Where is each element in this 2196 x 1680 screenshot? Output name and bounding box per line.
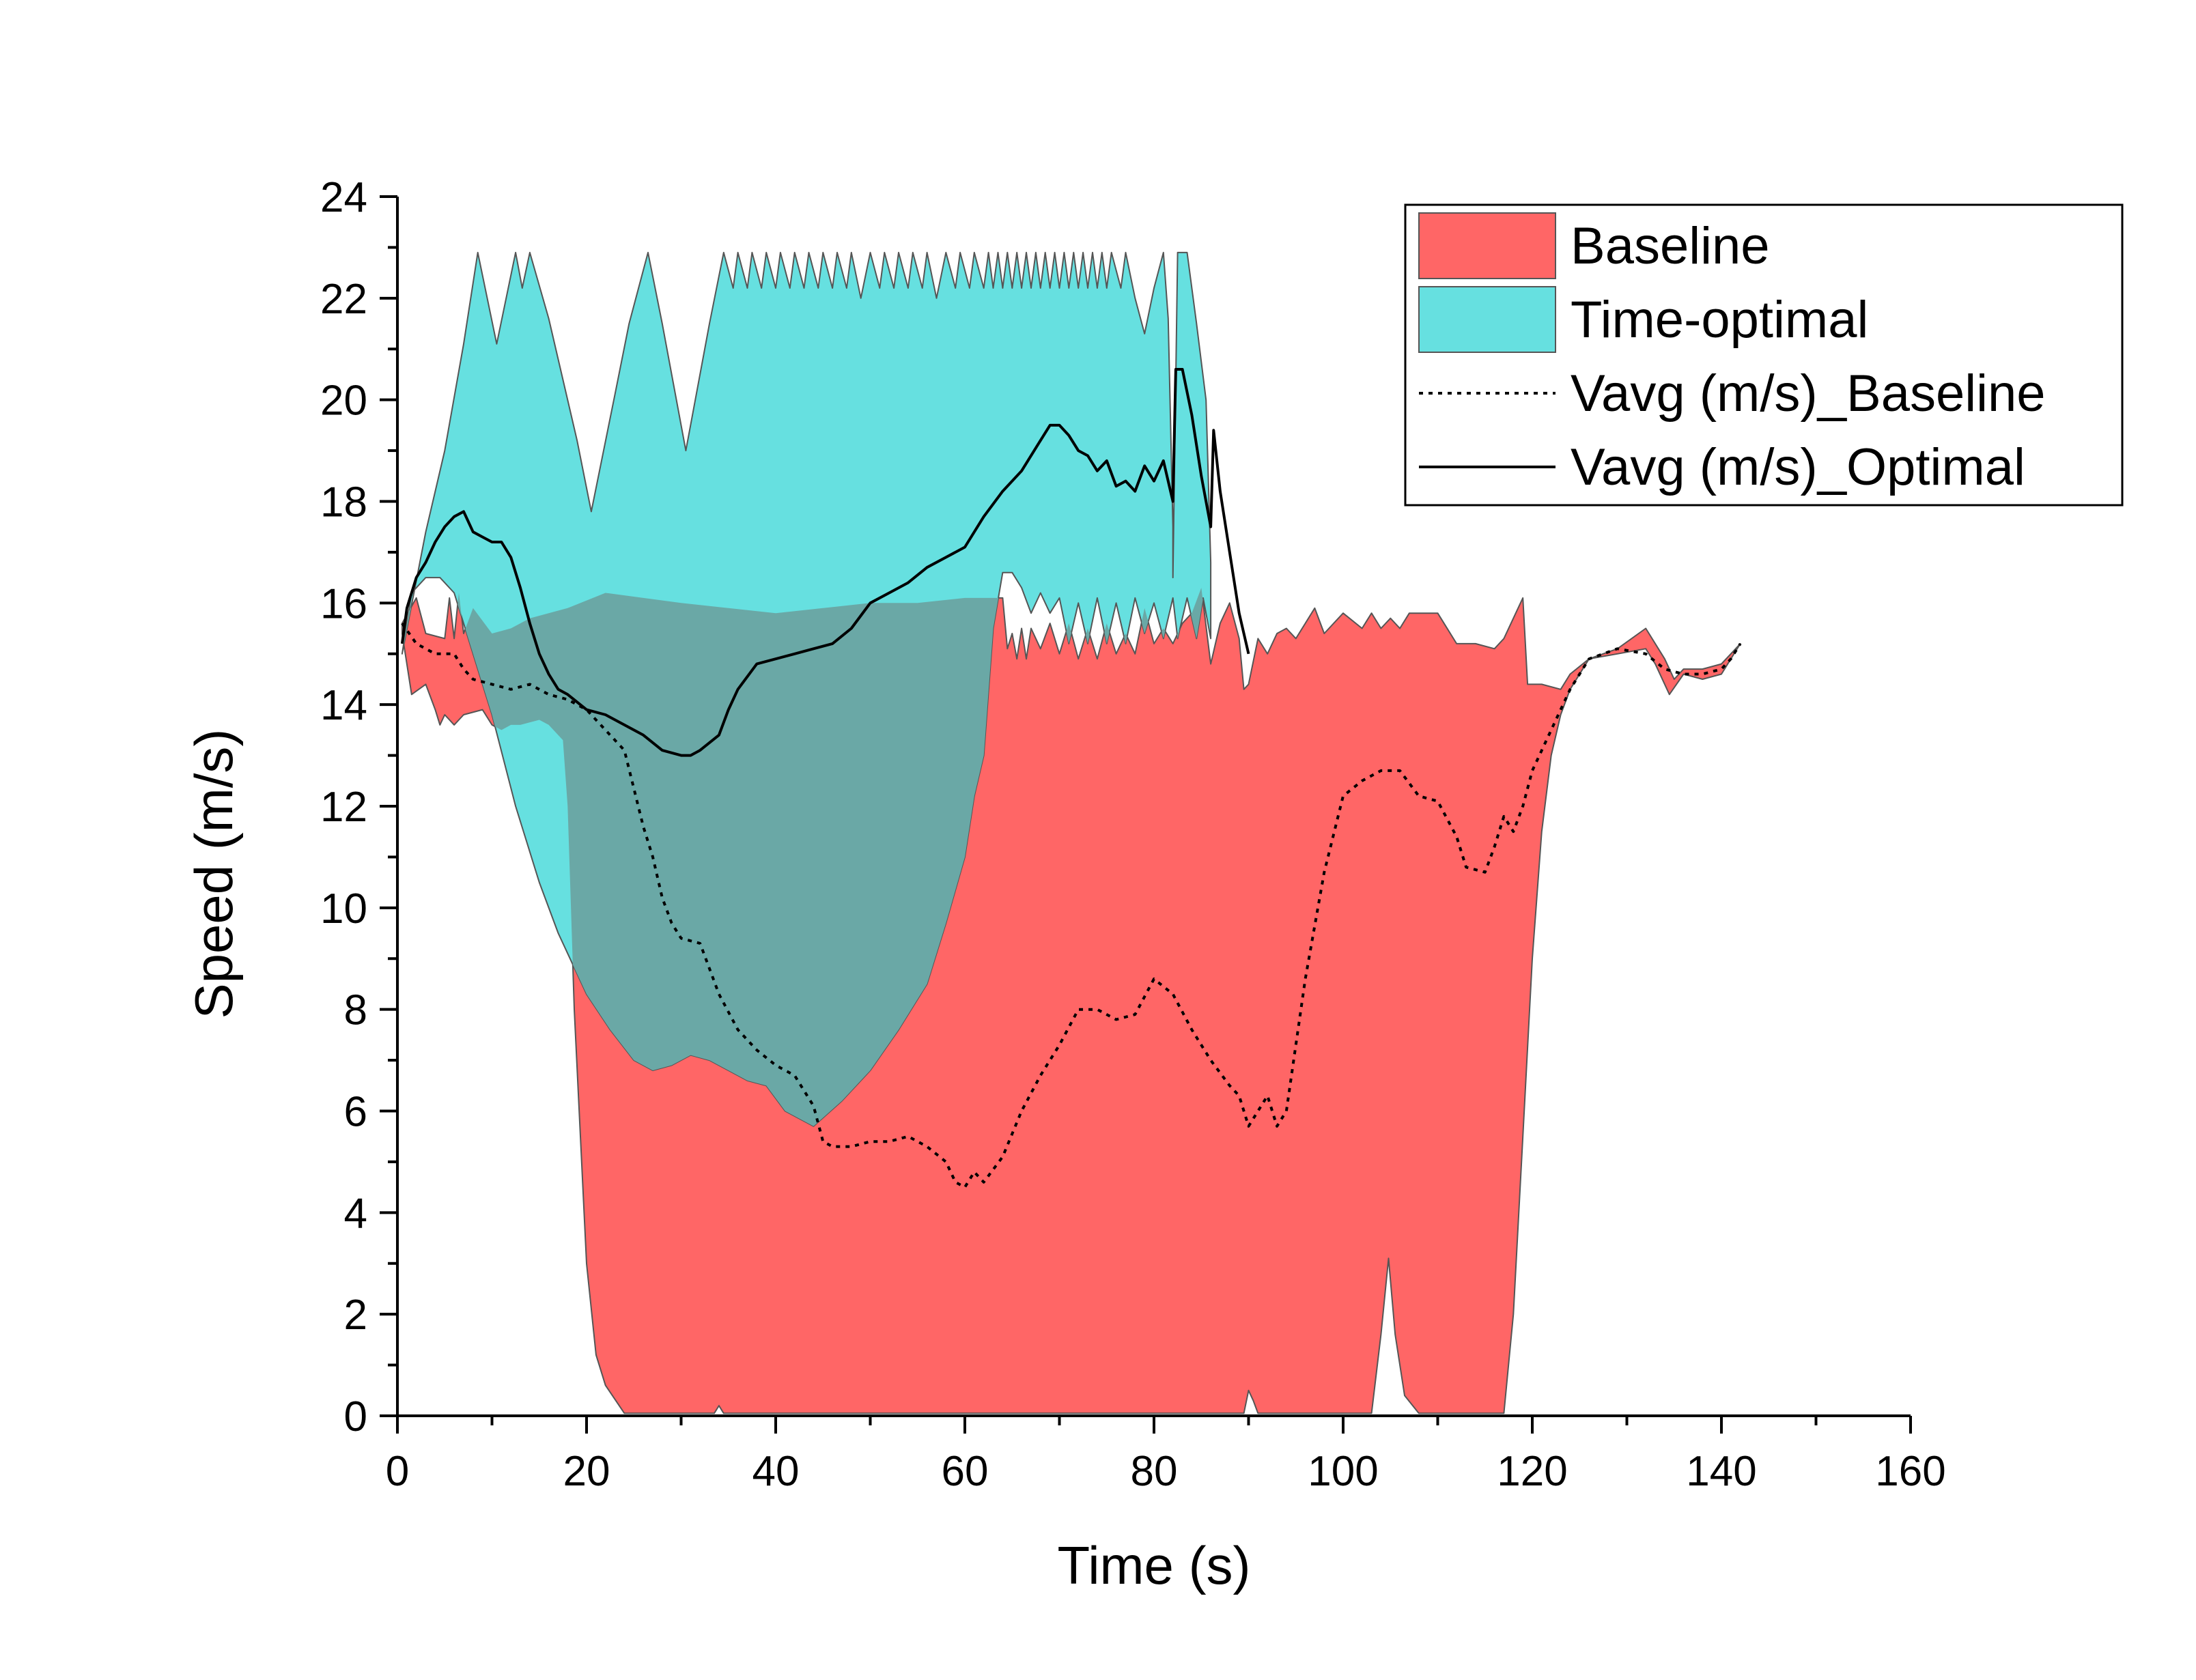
y-tick-label: 22: [320, 276, 367, 323]
x-tick-label: 120: [1497, 1448, 1567, 1495]
y-tick-label: 16: [320, 580, 367, 627]
legend-label: Vavg (m/s)_Optimal: [1571, 438, 2025, 496]
y-tick-label: 6: [344, 1089, 367, 1136]
y-tick-label: 4: [344, 1190, 367, 1237]
legend-label: Time-optimal: [1571, 291, 1868, 349]
axes: 0 20 40 60 80 100 120 140 1600246810121416182022…: [320, 174, 1946, 1495]
y-tick-label: 0: [344, 1393, 367, 1440]
x-tick-label: 80: [1131, 1448, 1178, 1495]
y-tick-label: 2: [344, 1292, 367, 1339]
x-tick-label: 60: [942, 1448, 989, 1495]
band-overlap: [402, 588, 1211, 1126]
x-tick-label: 100: [1308, 1448, 1378, 1495]
y-tick-label: 24: [320, 174, 367, 221]
y-tick-label: 18: [320, 479, 367, 526]
legend-swatch: [1418, 212, 1556, 279]
x-tick-label: 40: [752, 1448, 800, 1495]
y-tick-label: 10: [320, 885, 367, 932]
x-tick-label: 140: [1686, 1448, 1756, 1495]
plot-area: [400, 251, 1742, 1414]
y-tick-label: 8: [344, 987, 367, 1034]
legend-swatch: [1418, 286, 1556, 353]
x-tick-label: 0: [386, 1448, 409, 1495]
y-tick-label: 20: [320, 378, 367, 425]
legend: Baseline Time-optimal Vavg (m/s)_Baseline V…: [1404, 203, 2124, 507]
x-tick-label: 160: [1875, 1448, 1945, 1495]
legend-label: Baseline: [1571, 217, 1770, 275]
y-tick-label: 12: [320, 784, 367, 831]
x-axis-title: Time (s): [1057, 1535, 1250, 1595]
legend-label: Vavg (m/s)_Baseline: [1571, 365, 2046, 423]
x-tick-label: 20: [563, 1448, 610, 1495]
vavg-baseline-line: [401, 622, 1742, 1189]
y-tick-label: 14: [320, 682, 367, 729]
vavg-optimal-line: [400, 368, 1250, 757]
y-axis-title: Speed (m/s): [184, 729, 244, 1019]
